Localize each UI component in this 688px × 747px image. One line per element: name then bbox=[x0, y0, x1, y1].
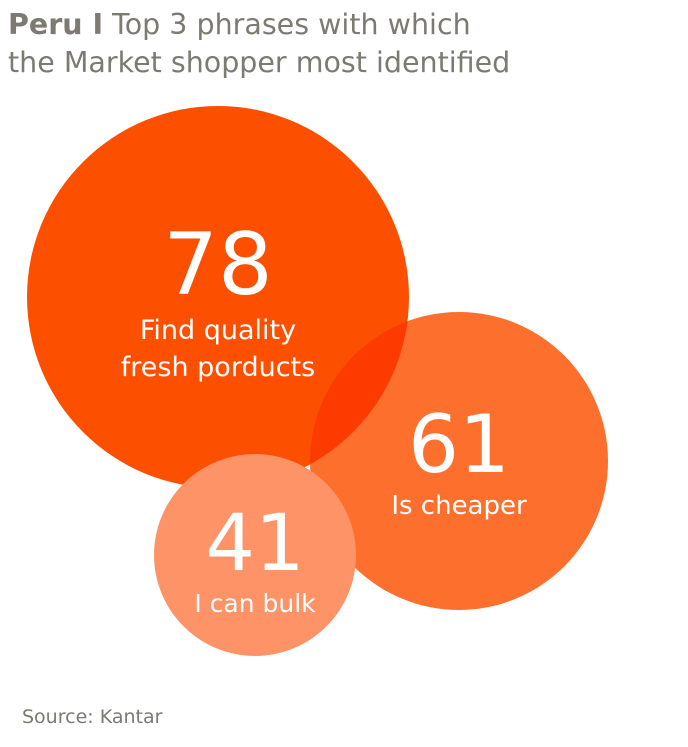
title-line2: the Market shopper most identified bbox=[8, 46, 511, 79]
bubble-is-cheaper-value: 61 bbox=[408, 398, 510, 491]
title-line1: Top 3 phrases with which bbox=[112, 8, 471, 41]
bubble-is-cheaper-label: Is cheaper bbox=[391, 491, 527, 521]
bubble-i-can-bulk-value: 41 bbox=[205, 499, 304, 589]
bubble-find-quality bbox=[27, 106, 409, 488]
bubble-overlap bbox=[310, 312, 409, 488]
bubble-i-can-bulk-label: I can bulk bbox=[194, 589, 316, 618]
bubble-find-quality-label: Find quality bbox=[140, 315, 296, 346]
bubble-find-quality-label-line2: fresh porducts bbox=[121, 352, 315, 383]
bubble-i-can-bulk bbox=[154, 454, 356, 656]
chart-title: Peru I Top 3 phrases with which the Mark… bbox=[8, 6, 678, 82]
source-note: Source: Kantar bbox=[22, 706, 163, 728]
bubble-find-quality-value: 78 bbox=[163, 215, 272, 315]
title-country: Peru I bbox=[8, 8, 104, 41]
